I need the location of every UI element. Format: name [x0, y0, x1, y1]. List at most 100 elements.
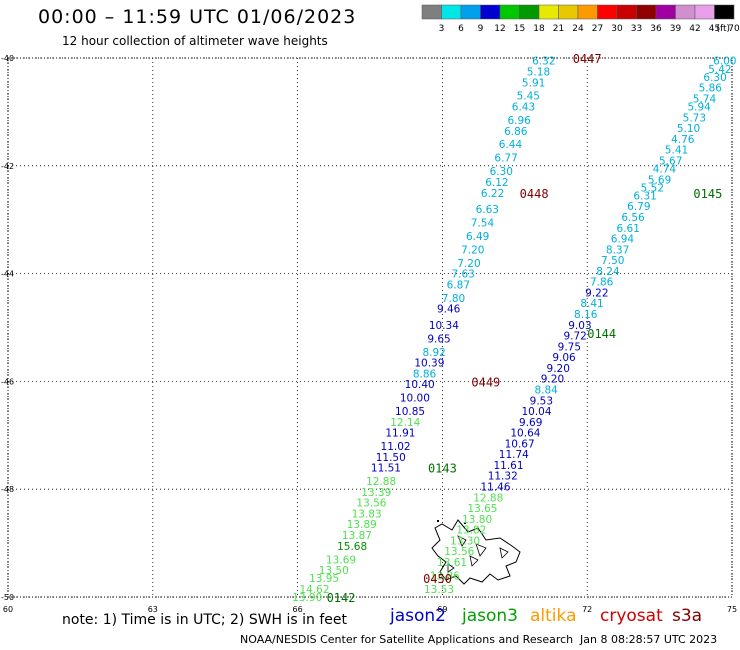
scale-swatch: [675, 4, 696, 20]
map-grid: 60 63 66 69 72 75 -40 -42 -44 -46 -48 -50: [1, 54, 737, 614]
swh-value: 13.69: [326, 554, 356, 566]
swh-value: 9.65: [427, 333, 450, 345]
swh-value: 8.84: [534, 384, 558, 396]
swh-value: 6.86: [504, 126, 528, 138]
swh-value: 6.63: [476, 204, 499, 216]
swh-value: 6.43: [512, 102, 535, 114]
x-tick-label: 66: [293, 605, 303, 614]
satellite-legend-jason2: jason2: [390, 606, 446, 626]
swh-value: 5.52: [641, 182, 664, 194]
x-tick-label: 72: [582, 605, 592, 614]
swh-value: 14.62: [299, 584, 329, 596]
track-time-label: 0450: [423, 572, 452, 586]
footnote: note: 1) Time is in UTC; 2) SWH is in fe…: [62, 612, 348, 628]
scale-label: 12: [494, 24, 505, 34]
swh-value: 13.80: [462, 514, 492, 526]
swh-value: 13.56: [356, 498, 386, 510]
scale-label: 70: [728, 24, 740, 34]
scale-swatch: [421, 4, 442, 20]
swh-value: 9.22: [585, 287, 608, 299]
swh-value: 6.61: [617, 223, 640, 235]
swh-value: 6.87: [447, 279, 470, 291]
x-tick-label: 63: [148, 605, 158, 614]
swh-value: 6.00: [713, 56, 736, 68]
scale-label: 27: [592, 24, 603, 34]
swh-value: 10.00: [400, 393, 430, 405]
scale-label: 9: [478, 24, 484, 34]
scale-swatch: [499, 4, 520, 20]
swh-value: 13.39: [361, 487, 391, 499]
x-tick-label: 69: [437, 605, 447, 614]
swh-value: 13.50: [319, 565, 349, 577]
swh-value: 13.89: [347, 519, 377, 531]
swh-value: 5.69: [648, 174, 671, 186]
x-tick-label: 75: [727, 605, 737, 614]
swh-value: 7.86: [590, 277, 614, 289]
swh-value: 5.94: [687, 102, 711, 114]
y-tick-label: -48: [1, 485, 14, 494]
credit-line: NOAA/NESDIS Center for Satellite Applica…: [240, 633, 574, 646]
swh-value: 11.50: [376, 452, 406, 464]
y-tick-label: -44: [1, 270, 14, 279]
swh-value: 13.87: [342, 530, 372, 542]
scale-unit: (ft): [716, 24, 730, 34]
scale-swatch: [519, 4, 540, 20]
swh-value: 5.18: [527, 66, 550, 78]
swh-value: 9.06: [552, 352, 576, 364]
swh-value: 6.32: [532, 56, 555, 68]
color-scale-legend: 3 6 9 12 15 18 21 24 27 30 33 36 39 42 45 70(ft): [421, 4, 740, 34]
swh-value: 6.56: [621, 212, 645, 224]
swh-value: 10.04: [521, 406, 551, 418]
kerguelen-islands: [431, 519, 521, 585]
swh-value: 10.67: [505, 438, 535, 450]
track-time-label: 0145: [693, 187, 722, 201]
swh-value: 7.63: [451, 269, 474, 281]
swh-value: 8.41: [580, 298, 603, 310]
swh-value: 6.12: [485, 177, 508, 189]
track-time-label: 0142: [327, 591, 356, 605]
swh-value: 10.85: [395, 406, 425, 418]
scale-swatch: [616, 4, 637, 20]
swh-value: 6.30: [703, 72, 726, 84]
swh-value: 13.30: [450, 535, 480, 547]
scale-label: 30: [611, 24, 623, 34]
track-time-label: 0448: [520, 187, 549, 201]
scale-label: 18: [533, 24, 545, 34]
track-time-label: 0144: [587, 327, 616, 341]
swh-value: 8.86: [413, 368, 437, 380]
scale-label: 36: [650, 24, 662, 34]
scale-swatch: [558, 4, 579, 20]
swh-value: 5.41: [665, 145, 688, 157]
swh-value: 9.03: [568, 320, 591, 332]
swh-value: 5.67: [659, 155, 682, 167]
scale-swatch: [655, 4, 676, 20]
satellite-legend-s3a: s3a: [672, 606, 703, 626]
swh-value: 11.51: [371, 463, 401, 475]
satellite-legend-cryosat: cryosat: [600, 606, 663, 626]
swh-value: 13.65: [467, 503, 497, 515]
page-subtitle: 12 hour collection of altimeter wave hei…: [62, 34, 328, 48]
swh-value: 5.45: [517, 91, 540, 103]
scale-label: 15: [514, 24, 525, 34]
swh-value: 11.61: [493, 460, 523, 472]
swh-value: 11.74: [499, 449, 529, 461]
satellite-legend-altika: altika: [530, 606, 577, 626]
swh-value: 9.20: [541, 374, 564, 386]
scale-label: 39: [670, 24, 682, 34]
track-time-labels: 0447 0448 0145 0144 0143 0142 0450 0449: [327, 52, 723, 605]
swh-value: 11.46: [480, 482, 510, 494]
y-tick-label: -46: [1, 377, 14, 386]
swh-value: 8.24: [596, 266, 620, 278]
swh-value: 5.86: [699, 83, 723, 95]
swh-value: 11.91: [385, 428, 415, 440]
swh-value: 10.39: [414, 358, 444, 370]
swh-value: 10.40: [405, 379, 435, 391]
scale-label: 42: [689, 24, 700, 34]
scale-label: 33: [631, 24, 642, 34]
swh-value: 4.76: [671, 134, 695, 146]
swh-value: 5.91: [522, 77, 545, 89]
scale-label: 21: [553, 24, 564, 34]
swh-value: 13.53: [424, 584, 454, 596]
swh-value: 9.75: [558, 341, 581, 353]
